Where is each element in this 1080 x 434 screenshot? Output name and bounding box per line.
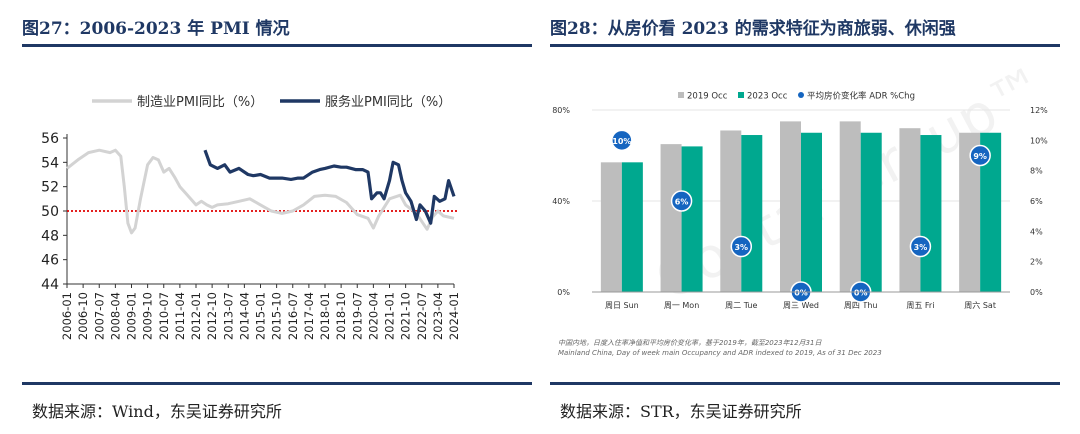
panel-str: 图28：从房价看 2023 的需求特征为商旅弱、休闲强 CoStar Group… [540,0,1060,434]
y-tick-label: 50 [41,204,59,220]
x-tick-label: 周四 Thu [844,301,878,310]
y-tick-label: 54 [41,155,59,171]
bar-2019-occ [780,121,801,292]
x-tick-label: 2022-07 [415,292,429,340]
y2-tick-label: 6% [1030,197,1043,206]
y-tick-label: 56 [41,131,59,147]
y2-tick-label: 2% [1030,258,1043,267]
source-note: 数据来源：Wind，东吴证券研究所 [32,402,282,421]
legend-swatch [798,92,804,98]
figure-title: 图28：从房价看 2023 的需求特征为商旅弱、休闲强 [550,19,956,39]
series-line-manufacturing [66,148,455,235]
bar-2023-occ [681,146,703,292]
adr-marker [909,235,932,258]
adr-label: 9% [973,152,987,161]
figure-title: 图27：2006-2023 年 PMI 情况 [22,19,290,39]
bar-2019-occ [600,162,622,292]
x-tick-label: 2014-04 [237,292,251,340]
x-tick-label: 2021-01 [383,292,397,340]
x-tick-label: 2019-07 [350,292,364,340]
bar-2019-occ [660,144,682,292]
adr-label: 10% [612,137,631,146]
y2-tick-label: 8% [1030,167,1043,176]
x-tick-label: 2009-01 [125,292,139,340]
x-tick-label: 2017-04 [302,292,316,340]
adr-label: 0% [794,289,808,298]
x-tick-label: 2006-10 [76,292,90,340]
adr-label: 6% [675,198,689,207]
y2-tick-label: 12% [1030,106,1048,115]
x-tick-label: 2012-10 [205,292,219,340]
bar-2019-occ [720,130,742,292]
bar-2023-occ [621,162,643,292]
y-tick-label: 44 [41,277,59,293]
adr-marker [611,129,633,152]
x-tick-label: 2024-01 [447,292,461,340]
bar-2019-occ [959,132,981,292]
series-line-services [203,149,456,225]
title-rule [22,44,532,47]
adr-label: 3% [914,243,928,252]
bar-2023-occ [741,135,763,292]
x-tick-label: 周三 Wed [783,301,819,310]
x-tick-label: 2008-04 [108,292,122,340]
legend-swatch [678,92,684,98]
bar-2023-occ [860,132,882,292]
x-tick-label: 2020-04 [366,292,380,340]
footnote-en: Mainland China, Day of week main Occupan… [558,349,882,357]
x-tick-label: 2023-04 [431,292,445,340]
footnote-cn: 中国内地，日度入住率净值和平均房价变化率，基于2019年，截至2023年12月3… [558,339,822,347]
x-tick-label: 周一 Mon [664,301,699,310]
y-tick-label: 0% [557,288,570,297]
legend-label: 制造业PMI同比（%） [137,95,263,110]
bottom-rule [550,382,1060,385]
x-tick-label: 2016-07 [286,292,300,340]
adr-marker [730,235,753,258]
legend-label: 2023 Occ [747,92,788,102]
x-tick-label: 周五 Fri [906,301,934,310]
x-tick-label: 2021-10 [399,292,413,340]
bar-2023-occ [801,132,822,292]
bottom-rule [22,382,532,385]
y-tick-label: 48 [41,228,59,244]
bar-2019-occ [839,121,861,292]
y-tick-label: 80% [552,106,570,115]
legend-label: 服务业PMI同比（%） [325,94,451,110]
adr-marker [670,190,693,212]
y-tick-label: 40% [552,197,570,206]
x-tick-label: 2010-07 [157,292,171,340]
panel-pmi: 图27：2006-2023 年 PMI 情况 制造业PMI同比（%） 服务业PMI… [12,0,532,434]
y2-tick-label: 4% [1030,227,1043,236]
adr-label: 0% [854,289,868,298]
bar-2023-occ [980,132,1002,292]
x-tick-label: 2009-10 [141,292,155,340]
legend-label: 平均房价变化率 ADR %Chg [807,91,915,102]
x-tick-label: 2013-07 [221,292,235,340]
y2-tick-label: 0% [1030,288,1043,297]
pmi-line-chart: 制造业PMI同比（%） 服务业PMI同比（%） 44 46 48 50 52 54 56 2006… [41,94,461,340]
bar-2023-occ [920,135,942,292]
legend-swatch [738,92,744,98]
legend-label: 2019 Occ [687,92,728,102]
x-tick-label: 2015-10 [270,292,284,340]
y-tick-label: 46 [41,253,59,269]
adr-marker [969,144,991,167]
x-tick-label: 2018-10 [334,292,348,340]
source-note: 数据来源：STR，东吴证券研究所 [560,402,802,421]
x-tick-label: 2012-01 [189,292,203,340]
y2-tick-label: 10% [1030,136,1048,145]
x-tick-label: 2011-04 [173,292,187,340]
x-tick-label: 2007-07 [92,292,106,340]
bar-2019-occ [899,128,921,292]
x-tick-label: 周二 Tue [725,301,757,310]
title-rule [550,44,1060,47]
x-tick-label: 2015-01 [254,292,268,340]
adr-label: 3% [734,243,748,252]
x-tick-label: 周日 Sun [605,301,639,310]
y-tick-label: 52 [41,180,59,196]
x-tick-label: 2006-01 [60,292,74,340]
x-tick-label: 2018-01 [318,292,332,340]
x-tick-label: 周六 Sat [964,300,996,310]
